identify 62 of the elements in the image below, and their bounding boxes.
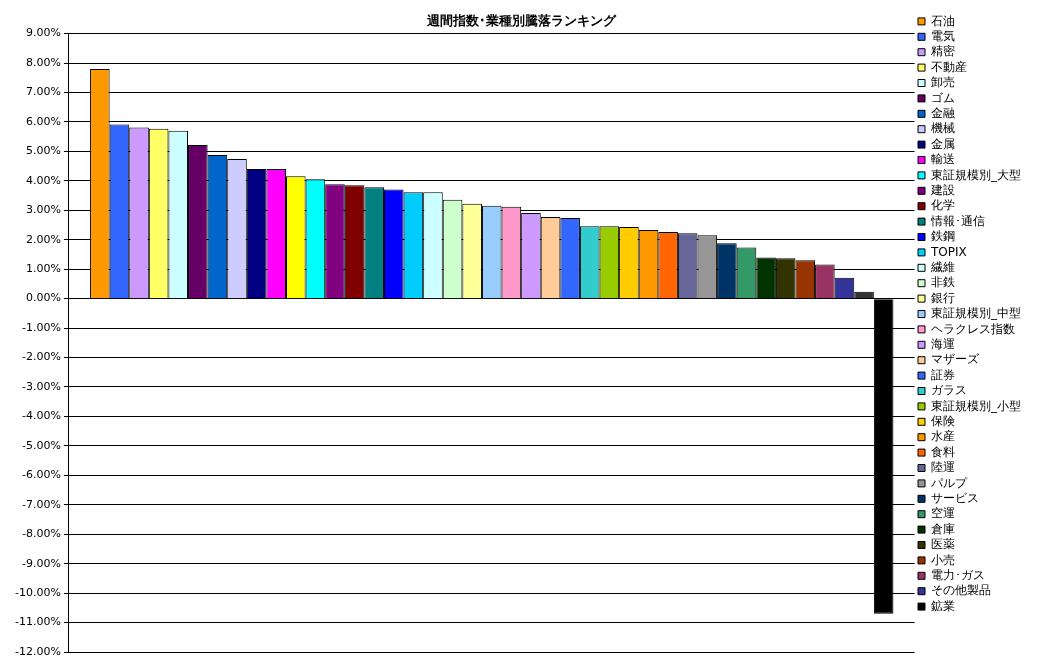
y-tick-label: 6.00% [25,114,61,128]
legend-label: 不動産 [931,59,967,74]
legend-label: 医薬 [931,537,955,552]
chart-title: 週間指数･業種別騰落ランキング [426,13,617,29]
legend-label: 精密 [931,44,955,59]
legend-label: 東証規模別_大型 [931,167,1021,182]
y-tick-label: -4.00% [21,409,61,423]
y-tick-label: -1.00% [21,320,61,334]
y-tick-label: 9.00% [25,26,61,40]
legend-label: 卸売 [931,75,955,90]
legend-label: ヘラクレス指数 [931,321,1015,336]
legend-label: ガラス [931,383,967,398]
legend-label: 鉄鋼 [931,229,955,244]
legend-label: 東証規模別_小型 [931,398,1021,413]
y-tick-label: -7.00% [21,497,61,511]
legend-label: 証券 [931,367,955,382]
y-tick-label: -12.00% [14,644,61,658]
legend-label: ゴム [931,90,955,105]
y-tick-label: -6.00% [21,468,61,482]
legend-label: サービス [931,490,979,505]
legend-label: 電力･ガス [931,567,985,582]
legend-label: 機械 [931,121,955,136]
y-tick-label: 4.00% [25,173,61,187]
y-tick-label: 7.00% [25,85,61,99]
legend-label: マザーズ [931,352,980,367]
y-tick-label: 8.00% [25,55,61,69]
legend-label: 倉庫 [931,521,955,536]
legend-label: 化学 [931,198,955,213]
legend-label: 陸運 [931,460,955,475]
legend-label: 電気 [931,28,955,43]
legend-label: 建設 [930,182,955,197]
legend-label: TOPIX [930,244,967,259]
y-tick-label: -9.00% [21,556,61,570]
legend-label: 保険 [931,413,955,428]
legend-label: 情報･通信 [930,213,985,228]
y-tick-label: -11.00% [14,615,61,629]
legend-label: 東証規模別_中型 [931,306,1021,321]
y-tick-label: 5.00% [25,144,61,158]
y-tick-label: -10.00% [14,585,61,599]
y-tick-label: -8.00% [21,527,61,541]
legend-label: 空運 [931,506,955,521]
legend-label: 輸送 [931,152,955,167]
legend-label: 小売 [931,552,955,567]
legend-label: 非鉄 [931,275,955,290]
legend-label: 水産 [931,429,955,444]
legend-label: その他製品 [931,583,991,598]
y-tick-label: 1.00% [25,262,61,276]
y-tick-label: -3.00% [21,379,61,393]
legend-label: 金属 [931,136,955,151]
legend-label: 金融 [931,105,955,120]
y-tick-label: 2.00% [25,232,61,246]
legend-label: 石油 [931,13,955,28]
legend-label: 食料 [931,444,955,459]
legend-label: 繊維 [930,259,955,274]
y-tick-label: -5.00% [21,438,61,452]
legend-label: 銀行 [931,290,955,305]
legend-label: 鉱業 [931,598,955,613]
legend-label: 海運 [931,336,955,351]
y-tick-label: 3.00% [25,203,61,217]
y-tick-label: 0.00% [25,291,61,305]
y-tick-label: -2.00% [21,350,61,364]
legend-label: パルプ [930,475,968,490]
